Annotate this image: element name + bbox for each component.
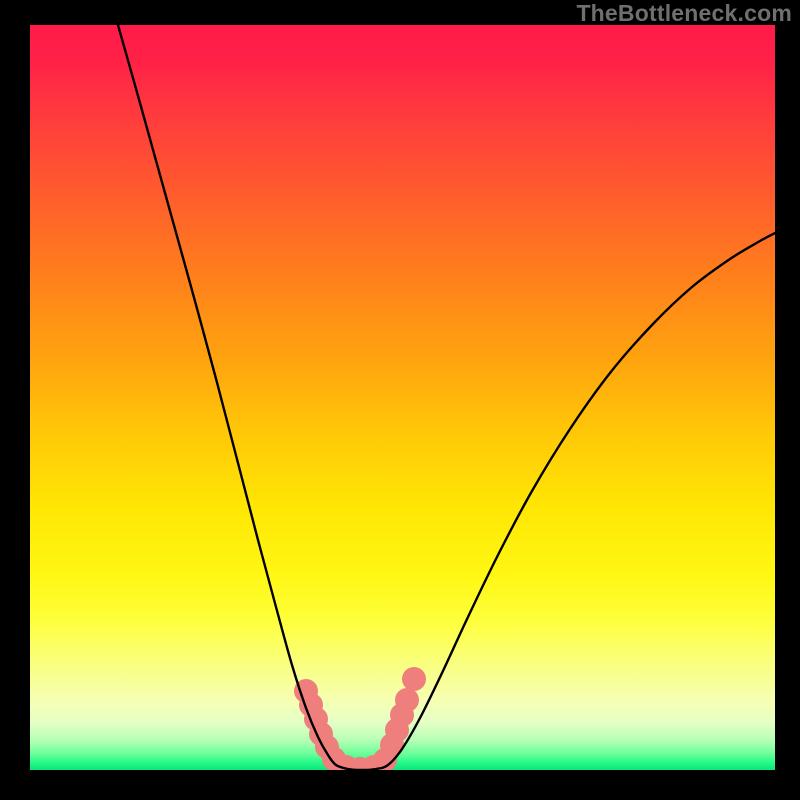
chart-svg [30,25,775,770]
chart-frame-edge [0,0,30,800]
bottleneck-marker [402,667,426,691]
gradient-background [30,25,775,770]
watermark-text: TheBottleneck.com [576,0,792,27]
chart-frame-edge [775,0,800,800]
chart-frame-edge [0,770,800,800]
bottleneck-marker [395,688,419,712]
plot-area [30,25,775,770]
